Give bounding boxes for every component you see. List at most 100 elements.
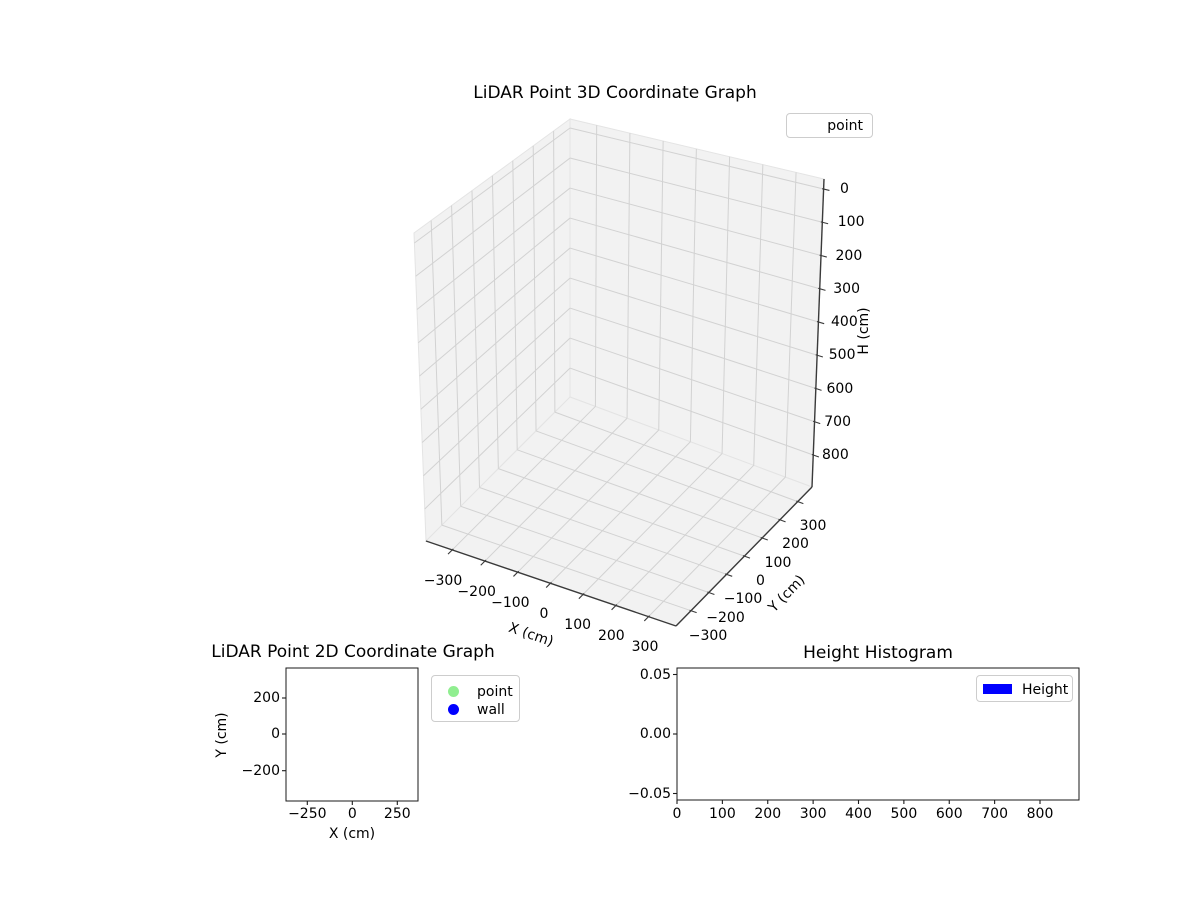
plot3d-y-tick-label: −100 bbox=[723, 591, 763, 608]
hist-x-tick-label: 100 bbox=[709, 805, 736, 822]
tick-mark bbox=[811, 453, 820, 458]
plot3d-legend-point-label: point bbox=[827, 118, 863, 134]
hist-title: Height Histogram bbox=[803, 643, 953, 663]
gridline bbox=[417, 217, 571, 344]
gridline bbox=[512, 160, 518, 450]
gridline bbox=[554, 411, 798, 503]
plot3d-z-tick-label: 400 bbox=[831, 314, 858, 330]
hist-y-tick-label: 0.00 bbox=[639, 726, 671, 742]
plot2d-x-tick-label: −250 bbox=[288, 806, 327, 822]
gridline bbox=[569, 307, 816, 389]
tick-mark bbox=[611, 604, 618, 611]
tick-mark bbox=[742, 555, 751, 559]
height-swatch-icon bbox=[983, 684, 1012, 694]
hist-x-tick-label: 700 bbox=[981, 805, 1008, 822]
gridline bbox=[689, 148, 697, 442]
plot2d-legend: point wall bbox=[431, 675, 520, 722]
hist-legend-height-label: Height bbox=[1022, 681, 1069, 698]
tick-mark bbox=[819, 254, 827, 258]
gridline bbox=[569, 367, 814, 456]
plot3d-y-tick-label: −200 bbox=[706, 609, 745, 626]
plot3d-y-tick-label: 0 bbox=[756, 573, 765, 589]
tick-mark bbox=[707, 591, 715, 596]
gridline bbox=[498, 468, 745, 557]
gridline bbox=[535, 430, 781, 521]
x-axis-line bbox=[425, 540, 677, 627]
gridline bbox=[569, 277, 818, 356]
wall-marker-icon bbox=[448, 704, 459, 715]
tick-mark bbox=[778, 518, 786, 523]
gridline bbox=[451, 205, 462, 507]
tick-mark bbox=[760, 536, 768, 541]
plot3d-x-tick-label: −300 bbox=[423, 573, 463, 589]
gridline bbox=[553, 130, 556, 413]
plot2d-x-axis-label: X (cm) bbox=[328, 826, 376, 842]
plot3d-z-tick-label: 500 bbox=[828, 347, 856, 364]
tick-mark bbox=[814, 387, 822, 391]
tick-mark bbox=[480, 559, 487, 566]
gridline bbox=[517, 449, 763, 539]
plot3d-y-tick-label: 100 bbox=[764, 554, 792, 571]
plot3d-x-tick-label: 100 bbox=[564, 617, 592, 633]
tick-mark bbox=[815, 354, 824, 358]
gridline bbox=[421, 307, 571, 443]
tick-mark bbox=[545, 581, 552, 588]
plot2d-legend-point-label: point bbox=[477, 683, 513, 700]
plot3d-legend: point bbox=[786, 113, 873, 138]
plot3d-z-tick-label: 800 bbox=[822, 447, 849, 463]
hist-x-tick-label: 200 bbox=[754, 805, 782, 822]
hist-y-tick-label: 0.05 bbox=[639, 666, 671, 683]
plot3d-title: LiDAR Point 3D Coordinate Graph bbox=[473, 83, 757, 103]
plot3d-z-tick-label: 300 bbox=[833, 280, 860, 297]
plot3d-z-axis-label: H (cm) bbox=[856, 307, 872, 355]
tick-mark bbox=[447, 548, 454, 555]
gridline bbox=[423, 337, 571, 477]
z-axis-line bbox=[811, 178, 825, 488]
point-marker-icon bbox=[448, 686, 459, 697]
gridline bbox=[424, 367, 571, 510]
plot3d-x-tick-label: −200 bbox=[457, 584, 496, 600]
plot2d-y-tick-label: 200 bbox=[253, 690, 280, 706]
plot2d-y-axis-label: Y (cm) bbox=[214, 712, 230, 758]
plot2d-y-tick-label: −200 bbox=[241, 762, 280, 779]
plot2d-axes-frame bbox=[285, 667, 419, 802]
hist-x-tick-label: 800 bbox=[1026, 805, 1054, 822]
plot3d-z-tick-label: 700 bbox=[824, 413, 851, 430]
gridline bbox=[784, 172, 797, 478]
tick-mark bbox=[689, 609, 697, 614]
gridline bbox=[753, 164, 764, 466]
plot3d-y-tick-label: 200 bbox=[782, 536, 809, 553]
gridline bbox=[569, 187, 822, 256]
plot3d-x-tick-label: 0 bbox=[539, 606, 549, 622]
gridline bbox=[441, 524, 692, 612]
gridline bbox=[416, 187, 571, 310]
hist-y-tick-label: −0.05 bbox=[628, 785, 671, 802]
gridline bbox=[569, 127, 824, 190]
gridline bbox=[626, 133, 631, 419]
plot2d-x-tick-label: 0 bbox=[347, 806, 357, 822]
plot2d-title: LiDAR Point 2D Coordinate Graph bbox=[211, 642, 495, 662]
gridline bbox=[569, 247, 819, 323]
tick-mark bbox=[812, 420, 821, 425]
tick-mark bbox=[818, 287, 826, 291]
plot3d-z-tick-label: 200 bbox=[835, 247, 863, 264]
gridline bbox=[420, 277, 571, 410]
hist-x-tick-label: 300 bbox=[799, 805, 827, 822]
gridline bbox=[479, 487, 727, 575]
plot3d-x-tick-label: 200 bbox=[597, 628, 625, 644]
plot3d-z-tick-label: 100 bbox=[837, 214, 865, 231]
gridline bbox=[471, 190, 481, 488]
plot2d-x-tick-label: 250 bbox=[383, 806, 411, 822]
gridline bbox=[569, 157, 823, 223]
hist-x-tick-label: 600 bbox=[935, 805, 963, 822]
gridline bbox=[491, 175, 499, 469]
plot2d-y-tick-label: 0 bbox=[271, 726, 280, 743]
gridline bbox=[569, 337, 815, 423]
tick-mark bbox=[578, 592, 585, 600]
gridline bbox=[721, 156, 731, 454]
gridline bbox=[594, 125, 598, 407]
gridline bbox=[414, 127, 571, 244]
plot3d-x-tick-label: −100 bbox=[491, 595, 530, 611]
